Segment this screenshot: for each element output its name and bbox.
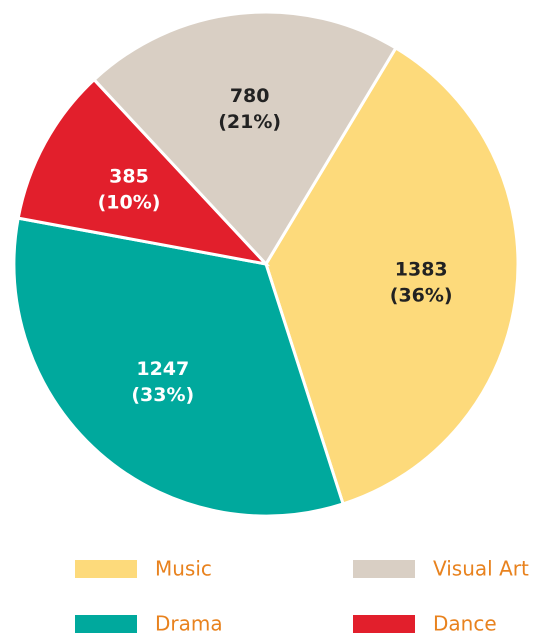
legend-label: Music: [155, 557, 212, 581]
legend-label: Dance: [433, 612, 497, 636]
data-label: (10%): [98, 191, 161, 213]
pie-slice: [16, 77, 271, 267]
data-label: (21%): [218, 111, 281, 133]
legend-swatch: [75, 560, 137, 578]
legend-swatch: [353, 560, 415, 578]
legend-swatch: [75, 615, 137, 633]
pie-slice: [12, 216, 345, 518]
data-label: 385: [109, 165, 149, 187]
legend-label: Visual Art: [433, 557, 529, 581]
legend-label: Drama: [155, 612, 223, 636]
data-label: (33%): [131, 384, 194, 406]
data-label: 780: [230, 85, 270, 107]
data-label: 1383: [395, 258, 448, 280]
pie-slice: [92, 10, 398, 267]
legend-swatch: [353, 615, 415, 633]
data-label: 1247: [136, 358, 189, 380]
data-label: (36%): [390, 284, 453, 306]
